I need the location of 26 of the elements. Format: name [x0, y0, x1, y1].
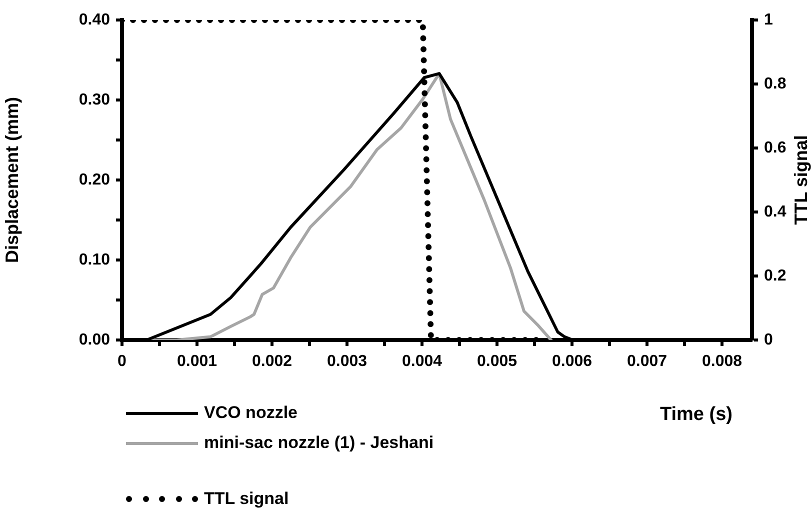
- y-tick-label: 0.10: [78, 251, 110, 268]
- legend-label: mini-sac nozzle (1) - Jeshani: [204, 433, 434, 453]
- x-tick-label: 0.005: [476, 353, 518, 370]
- x-tick-label: 0.004: [402, 353, 442, 370]
- x-tick-label: 0.007: [626, 353, 668, 370]
- y2-tick-label: 0: [764, 331, 773, 348]
- x-tick-label: 0.001: [176, 353, 218, 370]
- x-tick-label: 0.002: [252, 353, 292, 370]
- y2-tick-label: 0.4: [764, 203, 786, 220]
- legend-label: TTL signal: [204, 489, 289, 509]
- y-tick-label: 0.40: [78, 11, 110, 28]
- y-axis-title: Displacement (mm): [2, 96, 22, 264]
- x-tick-label: 0.003: [326, 353, 368, 370]
- x-tick-label: 0.006: [552, 353, 592, 370]
- y-tick-label: 0.30: [78, 91, 110, 108]
- y2-tick-label: 0.6: [764, 139, 786, 156]
- y-tick-label: 0.20: [78, 171, 110, 188]
- y2-axis-title: TTL signal: [790, 135, 811, 225]
- y2-tick-label: 0.8: [764, 75, 786, 92]
- x-tick-label: 0: [118, 353, 127, 370]
- x-tick-label: 0.008: [702, 353, 742, 370]
- y2-tick-label: 1: [764, 11, 773, 28]
- x-axis-title: Time (s): [660, 404, 733, 426]
- legend-label: VCO nozzle: [204, 403, 298, 423]
- y2-tick-label: 0.2: [764, 267, 786, 284]
- y-tick-label: 0.00: [78, 331, 110, 348]
